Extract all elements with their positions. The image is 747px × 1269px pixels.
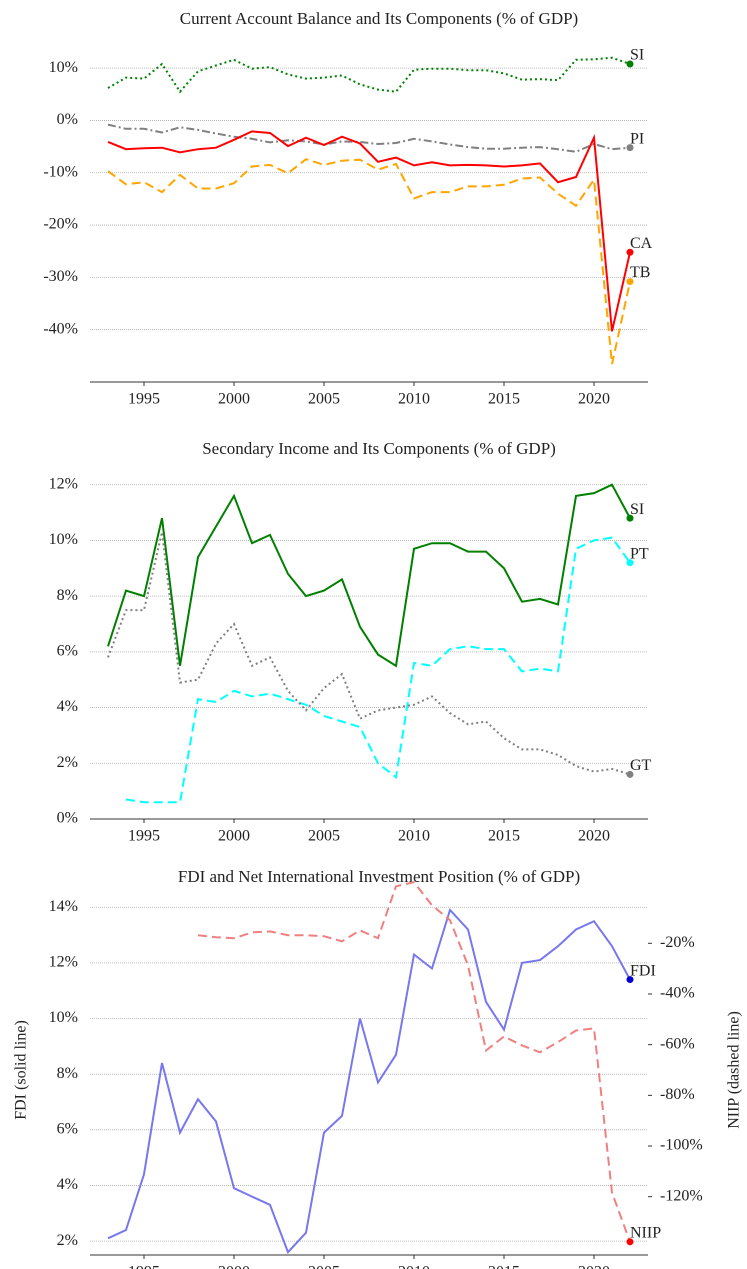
x-tick-label: 2015 [488, 828, 520, 845]
end-point [626, 514, 634, 522]
end-point [626, 60, 634, 68]
chart-title: Secondary Income and Its Components (% o… [202, 439, 556, 458]
series-label: SI [630, 47, 644, 64]
y-tick-label: 0% [57, 810, 78, 827]
series-line [125, 536, 631, 804]
end-point [626, 1238, 634, 1246]
y-tick-label: 6% [57, 643, 78, 660]
y-tick-label: -20% [43, 216, 78, 233]
end-point [626, 976, 634, 984]
series-label: FDI [630, 962, 656, 979]
x-tick-label: 2010 [398, 1264, 430, 1269]
x-tick-label: 2015 [488, 1264, 520, 1269]
x-tick-label: 2010 [398, 828, 430, 845]
y2-tick-label: -100% [660, 1137, 703, 1154]
series-line [107, 158, 631, 365]
end-point [626, 248, 634, 256]
series-line [107, 483, 631, 668]
y2-tick-label: -120% [660, 1187, 703, 1204]
y-tick-label: 12% [49, 954, 78, 971]
series-label: CA [630, 235, 653, 252]
series-line [197, 881, 631, 1243]
y-tick-label: 10% [49, 531, 78, 548]
x-tick-label: 2020 [578, 391, 610, 408]
series-line [107, 908, 631, 1255]
x-tick-label: 2010 [398, 391, 430, 408]
series-label: GT [630, 757, 652, 774]
series-label: SI [630, 501, 644, 518]
x-tick-label: 1995 [128, 391, 160, 408]
x-tick-label: 2000 [218, 1264, 250, 1269]
chart-title: Current Account Balance and Its Componen… [180, 9, 578, 28]
y2-axis-label: NIIP (dashed line) [726, 1011, 743, 1129]
series-label: TB [630, 264, 650, 281]
y-tick-label: 4% [57, 698, 78, 715]
series-line [107, 531, 631, 776]
x-tick-label: 2005 [308, 391, 340, 408]
end-point [626, 559, 634, 567]
y2-tick-label: -80% [660, 1086, 695, 1103]
y2-tick-label: -60% [660, 1035, 695, 1052]
series-line [107, 123, 631, 153]
series-line [107, 130, 631, 332]
x-tick-label: 2000 [218, 828, 250, 845]
x-tick-label: 2005 [308, 1264, 340, 1269]
y-tick-label: 8% [57, 587, 78, 604]
x-tick-label: 2015 [488, 391, 520, 408]
x-tick-label: 1995 [128, 1264, 160, 1269]
y-tick-label: 2% [57, 1232, 78, 1249]
x-tick-label: 2020 [578, 1264, 610, 1269]
chart-title: FDI and Net International Investment Pos… [178, 867, 580, 886]
y-tick-label: 10% [49, 1009, 78, 1026]
y2-tick-label: -20% [660, 934, 695, 951]
y-tick-label: 12% [49, 475, 78, 492]
y-tick-label: -10% [43, 163, 78, 180]
x-tick-label: 2005 [308, 828, 340, 845]
y-tick-label: 8% [57, 1065, 78, 1082]
series-label: PT [630, 545, 649, 562]
series-label: PI [630, 130, 644, 147]
y-tick-label: -30% [43, 268, 78, 285]
y-tick-label: 14% [49, 898, 78, 915]
y2-tick-label: -40% [660, 985, 695, 1002]
y-tick-label: 2% [57, 754, 78, 771]
x-tick-label: 2000 [218, 391, 250, 408]
y-tick-label: 4% [57, 1176, 78, 1193]
end-point [626, 278, 634, 286]
end-point [626, 770, 634, 778]
y-tick-label: 10% [49, 59, 78, 76]
series-label: NIIP [630, 1224, 661, 1241]
x-tick-label: 2020 [578, 828, 610, 845]
y-tick-label: 6% [57, 1120, 78, 1137]
series-line [107, 56, 631, 94]
y-tick-label: 0% [57, 111, 78, 128]
x-tick-label: 1995 [128, 828, 160, 845]
end-point [626, 144, 634, 152]
y-tick-label: -40% [43, 320, 78, 337]
y-axis-label: FDI (solid line) [13, 1020, 30, 1120]
